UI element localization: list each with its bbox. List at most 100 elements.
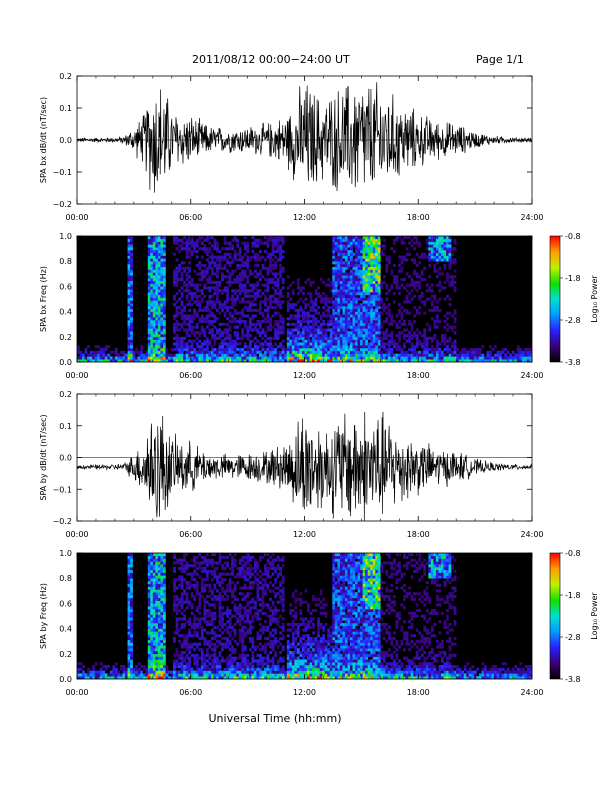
spectrogram-cell [365,261,368,265]
spectrogram-cell [162,581,166,585]
spectrogram-cell [279,247,283,251]
spectrogram-cell [188,266,192,270]
spectrogram-cell [413,236,417,240]
spectrogram-cell [405,297,409,301]
spectrogram-cell [337,325,341,329]
spectrogram-cell [375,283,379,287]
spectrogram-cell [175,322,179,326]
spectrogram-cell [420,342,424,346]
spectrogram-cell [162,255,166,259]
spectrogram-cell [130,286,133,290]
spectrogram-cell [301,300,305,304]
spectrogram-cell [322,322,326,326]
spectrogram-cell [256,359,260,363]
spectrogram-cell [266,311,270,315]
spectrogram-cell [218,606,222,610]
spectrogram-cell [188,269,192,273]
spectrogram-cell [195,283,199,287]
spectrogram-cell [210,328,214,332]
spectrogram-cell [160,325,164,329]
spectrogram-cell [448,348,452,352]
spectrogram-cell [130,325,133,329]
spectrogram-cell [367,294,371,298]
spectrogram-cell [127,348,131,352]
spectrogram-cell [175,586,179,590]
spectrogram-cell [150,676,154,680]
spectrogram-cell [347,238,351,242]
spectrogram-cell [400,359,404,363]
spectrogram-cell [246,247,250,251]
spectrogram-cell [451,283,454,287]
spectrogram-cell [150,331,154,335]
spectrogram-cell [309,314,313,318]
spectrogram-cell [185,334,189,338]
spectrogram-cell [355,336,358,340]
spectrogram-cell [259,258,262,262]
spectrogram-cell [132,350,136,354]
spectrogram-cell [372,334,376,338]
spectrogram-cell [150,583,154,587]
spectrogram-cell [160,272,164,276]
spectrogram-cell [387,289,391,293]
spectrogram-cell [213,575,217,579]
spectrogram-cell [347,350,351,354]
spectrogram-cell [314,289,318,293]
spectrogram-cell [150,581,154,585]
spectrogram-cell [152,673,156,677]
spectrogram-cell [372,238,376,242]
spectrogram-cell [441,244,444,248]
spectrogram-cell [233,359,237,363]
spectrogram-cell [355,236,358,240]
spectrogram-cell [210,553,214,557]
spectrogram-cell [130,611,133,615]
spectrogram-cell [127,278,131,282]
spectrogram-cell [334,350,338,354]
spectrogram-cell [423,348,427,352]
spectrogram-cell [162,292,166,296]
spectrogram-cell [367,261,371,265]
spectrogram-cell [344,320,348,324]
spectrogram-cell [198,320,202,324]
spectrogram-cell [173,667,176,671]
spectrogram-cell [344,280,348,284]
spectrogram-cell [322,339,326,343]
spectrogram-cell [157,252,161,256]
spectrogram-cell [448,250,452,254]
spectrogram-cell [296,350,300,354]
spectrogram-cell [200,569,204,573]
spectrogram-cell [205,359,209,363]
spectrogram-cell [218,283,222,287]
spectrogram-cell [155,328,159,332]
spectrogram-cell [357,345,361,349]
spectrogram-cell [198,289,202,293]
spectrogram-cell [312,350,315,354]
y-tick-label: 0.2 [59,72,72,81]
spectrogram-cell [329,283,333,287]
x-tick-label: 00:00 [65,213,88,222]
spectrogram-cell [162,297,166,301]
spectrogram-cell [188,628,192,632]
spectrogram-cell [162,348,166,352]
spectrogram-cell [456,353,459,357]
spectrogram-cell [193,569,197,573]
spectrogram-cell [127,297,131,301]
spectrogram-cell [342,339,346,343]
spectrogram-cell [147,606,151,610]
spectrogram-cell [228,297,232,301]
spectrogram-cell [130,322,133,326]
spectrogram-cell [352,306,356,310]
spectrogram-cell [160,289,164,293]
spectrogram-cell [350,353,353,357]
spectrogram-cell [178,289,181,293]
spectrogram-cell [279,325,283,329]
spectrogram-cell [223,328,227,332]
spectrogram-cell [327,311,331,315]
spectrogram-cell [223,331,227,335]
spectrogram-cell [210,359,214,363]
spectrogram-cell [253,292,257,296]
spectrogram-cell [281,300,285,304]
spectrogram-cell [168,670,171,674]
spectrogram-cell [210,269,214,273]
spectrogram-cell [226,241,229,245]
